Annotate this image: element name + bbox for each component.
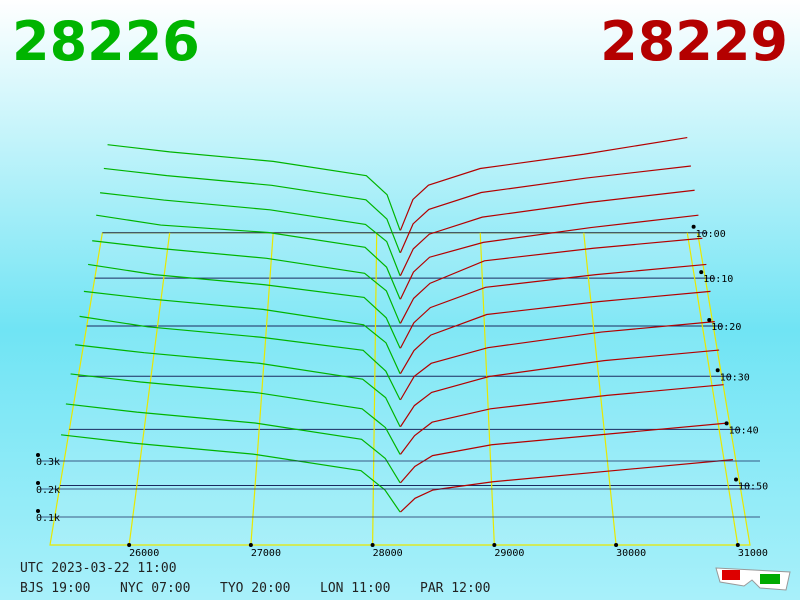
city-time: PAR 12:00 xyxy=(420,581,490,596)
price-tick-label: 27000 xyxy=(251,548,281,559)
bid-depth-line xyxy=(65,403,401,484)
depth-tick xyxy=(36,509,40,513)
depth-tick xyxy=(36,481,40,485)
bid-depth-line xyxy=(83,290,401,374)
bid-depth-line xyxy=(75,344,401,428)
time-tick-label: 10:00 xyxy=(696,229,726,240)
ask-depth-line xyxy=(399,349,720,428)
bid-price: 28226 xyxy=(12,10,200,73)
floor-plane xyxy=(49,232,751,546)
ask-depth-line xyxy=(399,290,711,375)
ask-depth-line xyxy=(399,214,699,300)
price-grid-line xyxy=(583,232,617,546)
lens-red xyxy=(722,570,740,580)
price-grid-line xyxy=(686,232,739,546)
time-tick xyxy=(734,477,739,482)
depth-tick xyxy=(36,453,40,457)
depth-tick-label: 0.1k xyxy=(36,513,60,524)
price-tick xyxy=(492,543,497,547)
ask-depth-line xyxy=(399,136,688,231)
bid-depth-line xyxy=(60,434,401,513)
price-tick-label: 28000 xyxy=(373,548,403,559)
ask-depth-line xyxy=(399,321,715,401)
depth-tick-label: 0.3k xyxy=(36,457,60,468)
ask-depth-line xyxy=(399,165,691,254)
curves xyxy=(60,136,733,513)
bid-depth-line xyxy=(88,263,401,349)
price-tick xyxy=(370,543,375,547)
floor xyxy=(49,232,751,546)
price-tick xyxy=(735,543,740,547)
city-time: TYO 20:00 xyxy=(220,581,290,596)
city-time: BJS 19:00 xyxy=(20,581,90,596)
ask-price: 28229 xyxy=(600,10,788,73)
price-tick xyxy=(614,543,619,547)
bid-depth-line xyxy=(100,192,401,276)
bid-depth-line xyxy=(79,315,401,401)
time-tick xyxy=(699,270,704,275)
labels: 10:00 10:10 10:20 10:30 10:40 10:50 26000 27000… xyxy=(36,224,768,559)
bid-depth-line xyxy=(103,167,401,254)
time-tick-label: 10:50 xyxy=(738,482,768,493)
bid-depth-line xyxy=(96,214,401,300)
lens-green xyxy=(760,574,780,584)
depth-tick-label: 0.2k xyxy=(36,485,60,496)
price-tick xyxy=(127,543,132,547)
price-tick-label: 30000 xyxy=(616,548,646,559)
ask-depth-line xyxy=(400,422,729,484)
city-time: NYC 07:00 xyxy=(120,581,190,596)
price-grid-line xyxy=(479,232,495,546)
price-tick-label: 31000 xyxy=(738,548,768,559)
time-tick xyxy=(724,421,729,426)
price-grid-line xyxy=(128,232,171,546)
time-tick-label: 10:10 xyxy=(703,274,733,285)
ask-depth-line xyxy=(399,384,724,455)
glasses-icon xyxy=(715,567,791,591)
ask-depth-line xyxy=(399,189,695,277)
price-tick xyxy=(248,543,253,547)
price-tick-label: 26000 xyxy=(129,548,159,559)
utc-time: UTC 2023-03-22 11:00 xyxy=(20,561,177,576)
time-tick xyxy=(715,368,720,373)
price-tick-label: 29000 xyxy=(494,548,524,559)
time-tick-label: 10:40 xyxy=(729,425,759,436)
ask-depth-line xyxy=(400,459,733,513)
time-tick-label: 10:20 xyxy=(711,322,741,333)
time-tick xyxy=(691,224,696,229)
bid-depth-line xyxy=(92,240,401,324)
ask-depth-line xyxy=(399,263,707,349)
bid-depth-line xyxy=(70,373,401,455)
time-tick xyxy=(707,317,712,322)
city-time: LON 11:00 xyxy=(320,581,390,596)
bid-depth-line xyxy=(107,144,401,231)
ask-depth-line xyxy=(399,237,703,324)
time-tick-label: 10:30 xyxy=(720,372,750,383)
